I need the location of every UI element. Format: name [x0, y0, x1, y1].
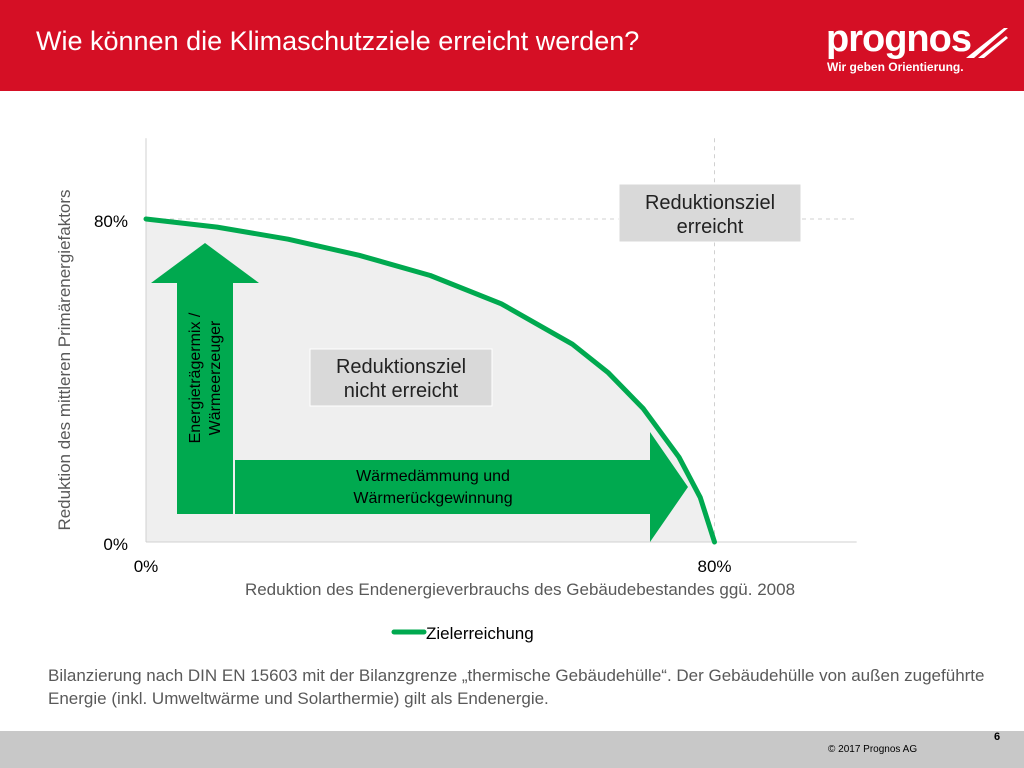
prognos-logo: prognos Wir geben Orientierung.	[822, 18, 1012, 78]
horizontal-arrow-insulation	[235, 432, 688, 542]
x-tick-label: 0%	[134, 557, 159, 576]
label-goal-reached-line2: erreicht	[677, 216, 744, 238]
vertical-arrow-label-line1: Energieträgermix /	[187, 312, 204, 443]
page-number: 6	[994, 731, 1001, 743]
label-goal-reached-line1: Reduktionsziel	[645, 192, 775, 214]
legend-label: Zielerreichung	[426, 624, 534, 643]
copyright: © 2017 Prognos AG	[828, 744, 918, 755]
series-line-zielerreichung	[143, 216, 717, 545]
x-tick-label: 80%	[697, 557, 731, 576]
y-tick-label: 80%	[94, 212, 128, 231]
x-axis-label: Reduktion des Endenergieverbrauchs des G…	[245, 580, 795, 599]
page-title: Wie können die Klimaschutzziele erreicht…	[36, 26, 640, 56]
label-goal-not-reached-line2: nicht erreicht	[344, 380, 459, 402]
logo-wordmark: prognos	[826, 18, 972, 60]
label-box-goal-reached	[618, 183, 802, 243]
header-bar: Wie können die Klimaschutzziele erreicht…	[0, 0, 1024, 91]
footnote-text: Bilanzierung nach DIN EN 15603 mit der B…	[48, 666, 985, 708]
vertical-arrow-energy-mix	[151, 243, 259, 514]
label-goal-not-reached-line1: Reduktionsziel	[336, 356, 466, 378]
label-box-goal-not-reached	[309, 348, 493, 407]
logo-tagline: Wir geben Orientierung.	[827, 60, 964, 74]
vertical-arrow-label-line2: Wärmeerzeuger	[207, 320, 224, 435]
logo-swoosh-icon	[966, 28, 1008, 58]
y-axis-label: Reduktion des mittleren Primärenergiefak…	[55, 189, 74, 530]
horizontal-arrow-label-line1: Wärmedämmung und	[356, 468, 510, 485]
y-tick-label: 0%	[103, 535, 128, 554]
horizontal-arrow-label-line2: Wärmerückgewinnung	[353, 490, 512, 507]
footer-bar	[0, 731, 1024, 768]
